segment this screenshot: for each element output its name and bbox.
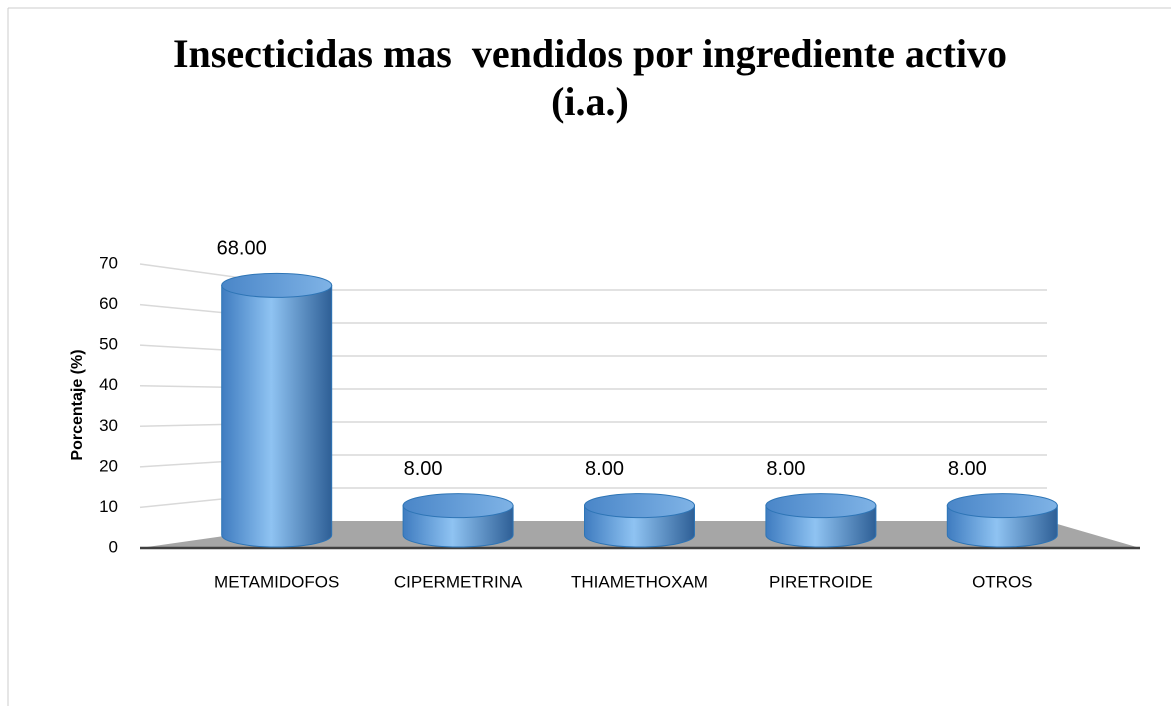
x-tick-label: PIRETROIDE [769,572,873,591]
y-tick-label: 60 [99,294,118,313]
bar-top [765,493,877,519]
value-label: 8.00 [404,458,443,480]
x-tick-label: CIPERMETRINA [394,572,523,591]
y-tick-label: 0 [109,537,118,556]
value-label: 8.00 [766,458,805,480]
bar [221,284,333,548]
y-tick-label: 40 [99,375,118,394]
x-tick-label: METAMIDOFOS [214,572,339,591]
bar-top [946,493,1058,519]
x-tick-label: THIAMETHOXAM [571,572,708,591]
value-label: 8.00 [948,458,987,480]
chart-title: Insecticidas mas vendidos por ingredient… [172,31,1018,124]
value-label: 8.00 [585,458,624,480]
bar-top [584,493,695,519]
x-tick-label: OTROS [972,572,1032,591]
y-tick-label: 70 [99,253,118,272]
y-tick-label: 30 [99,416,118,435]
bar-top [402,493,514,519]
bar-top [221,272,333,298]
y-tick-label: 20 [99,456,118,475]
y-axis-label: Porcentaje (%) [69,349,86,460]
value-label: 68.00 [217,238,267,260]
y-tick-label: 10 [99,497,118,516]
y-tick-label: 50 [99,335,118,354]
